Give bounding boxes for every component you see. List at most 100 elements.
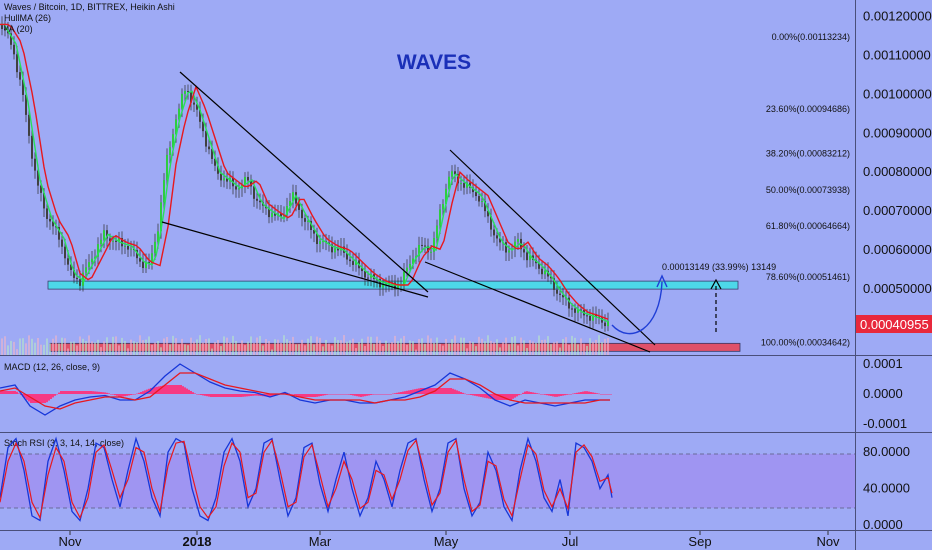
- candle-body: [28, 114, 30, 136]
- volume-bar: [301, 339, 303, 355]
- volume-bar: [145, 339, 147, 355]
- price-tick: 0.00070000: [863, 203, 932, 218]
- volume-bar: [232, 335, 234, 355]
- time-tick: Nov: [816, 534, 840, 549]
- volume-bar: [85, 341, 87, 355]
- volume-bar: [109, 344, 111, 355]
- fib-level-label: 23.60%(0.00094686): [766, 104, 850, 114]
- volume-bar: [91, 341, 93, 355]
- stoch-d-line: [0, 438, 613, 520]
- candle-body: [556, 289, 558, 294]
- macd-hist-bar: [566, 394, 568, 395]
- candle-body: [151, 253, 153, 264]
- candle-body: [4, 29, 6, 31]
- macd-hist-bar: [240, 394, 242, 397]
- macd-hist-bar: [116, 394, 118, 396]
- macd-hist-bar: [468, 394, 470, 395]
- candle-body: [295, 192, 297, 204]
- candle-body: [439, 209, 441, 226]
- volume-bar: [259, 336, 261, 355]
- macd-hist-bar: [558, 394, 560, 397]
- macd-hist-bar: [414, 389, 416, 394]
- candle-body: [286, 206, 288, 215]
- candle-body: [484, 200, 486, 212]
- candle-body: [526, 252, 528, 261]
- volume-bar: [124, 341, 126, 355]
- macd-hist-bar: [416, 388, 418, 394]
- macd-hist-bar: [458, 391, 460, 394]
- macd-hist-bar: [2, 391, 4, 394]
- volume-bar: [349, 340, 351, 355]
- volume-bar: [592, 341, 594, 355]
- volume-bar: [142, 340, 144, 355]
- macd-hist-bar: [38, 394, 40, 403]
- volume-bar: [307, 338, 309, 355]
- candle-body: [46, 208, 48, 219]
- volume-bar: [10, 340, 12, 355]
- volume-bar: [262, 345, 264, 355]
- macd-hist-bar: [296, 394, 298, 396]
- macd-hist-bar: [588, 391, 590, 394]
- candle-body: [496, 235, 498, 239]
- candle-body: [97, 244, 99, 257]
- macd-hist-bar: [422, 388, 424, 394]
- candle-body: [406, 267, 408, 272]
- macd-hist-bar: [356, 394, 358, 397]
- candle-body: [301, 209, 303, 219]
- candle-body: [31, 135, 33, 159]
- candle-body: [493, 229, 495, 236]
- candle-body: [451, 171, 453, 177]
- candle-body: [25, 94, 27, 115]
- macd-hist-bar: [310, 394, 312, 397]
- candle-body: [223, 178, 225, 181]
- candle-body: [337, 248, 339, 251]
- volume-bar: [529, 340, 531, 355]
- volume-bar: [46, 338, 48, 355]
- macd-hist-bar: [472, 394, 474, 396]
- candle-body: [313, 230, 315, 234]
- macd-hist-bar: [258, 394, 260, 396]
- candle-body: [187, 91, 189, 93]
- macd-hist-bar: [104, 392, 106, 394]
- candle-body: [580, 309, 582, 311]
- volume-bar: [58, 343, 60, 355]
- macd-hist-bar: [88, 391, 90, 394]
- volume-bar: [55, 335, 57, 355]
- macd-hist-bar: [498, 394, 500, 400]
- moving-averages: [0, 23, 609, 323]
- volume-bar: [490, 340, 492, 355]
- candle-body: [601, 317, 603, 323]
- candle-body: [562, 294, 564, 298]
- volume-bar: [130, 339, 132, 355]
- volume-bar: [13, 341, 15, 355]
- volume-bar: [523, 340, 525, 355]
- time-tick: Mar: [309, 534, 332, 549]
- macd-hist-bar: [110, 394, 112, 395]
- macd-hist-bar: [596, 393, 598, 394]
- volume-bar: [508, 344, 510, 355]
- volume-bar: [226, 337, 228, 355]
- volume-bar: [163, 338, 165, 355]
- macd-hist-bar: [324, 394, 326, 396]
- candle-body: [112, 240, 114, 242]
- macd-hist-bar: [100, 392, 102, 394]
- volume-bar: [202, 342, 204, 355]
- macd-hist-bar: [510, 394, 512, 400]
- macd-hist-bar: [514, 394, 516, 398]
- macd-hist-bar: [12, 391, 14, 394]
- macd-hist-bar: [172, 385, 174, 394]
- macd-hist-bar: [18, 393, 20, 394]
- volume-bar: [73, 341, 75, 355]
- macd-hist-bar: [480, 394, 482, 397]
- volume-bar: [400, 338, 402, 355]
- candle-body: [469, 182, 471, 188]
- volume-bar: [403, 335, 405, 355]
- macd-hist-bar: [292, 394, 294, 395]
- candle-body: [487, 211, 489, 217]
- macd-hist-bar: [410, 390, 412, 394]
- target-annotation: 0.00013149 (33.99%) 13149: [662, 262, 776, 272]
- macd-hist-bar: [92, 391, 94, 394]
- candle-body: [505, 242, 507, 253]
- macd-hist-bar: [6, 391, 8, 394]
